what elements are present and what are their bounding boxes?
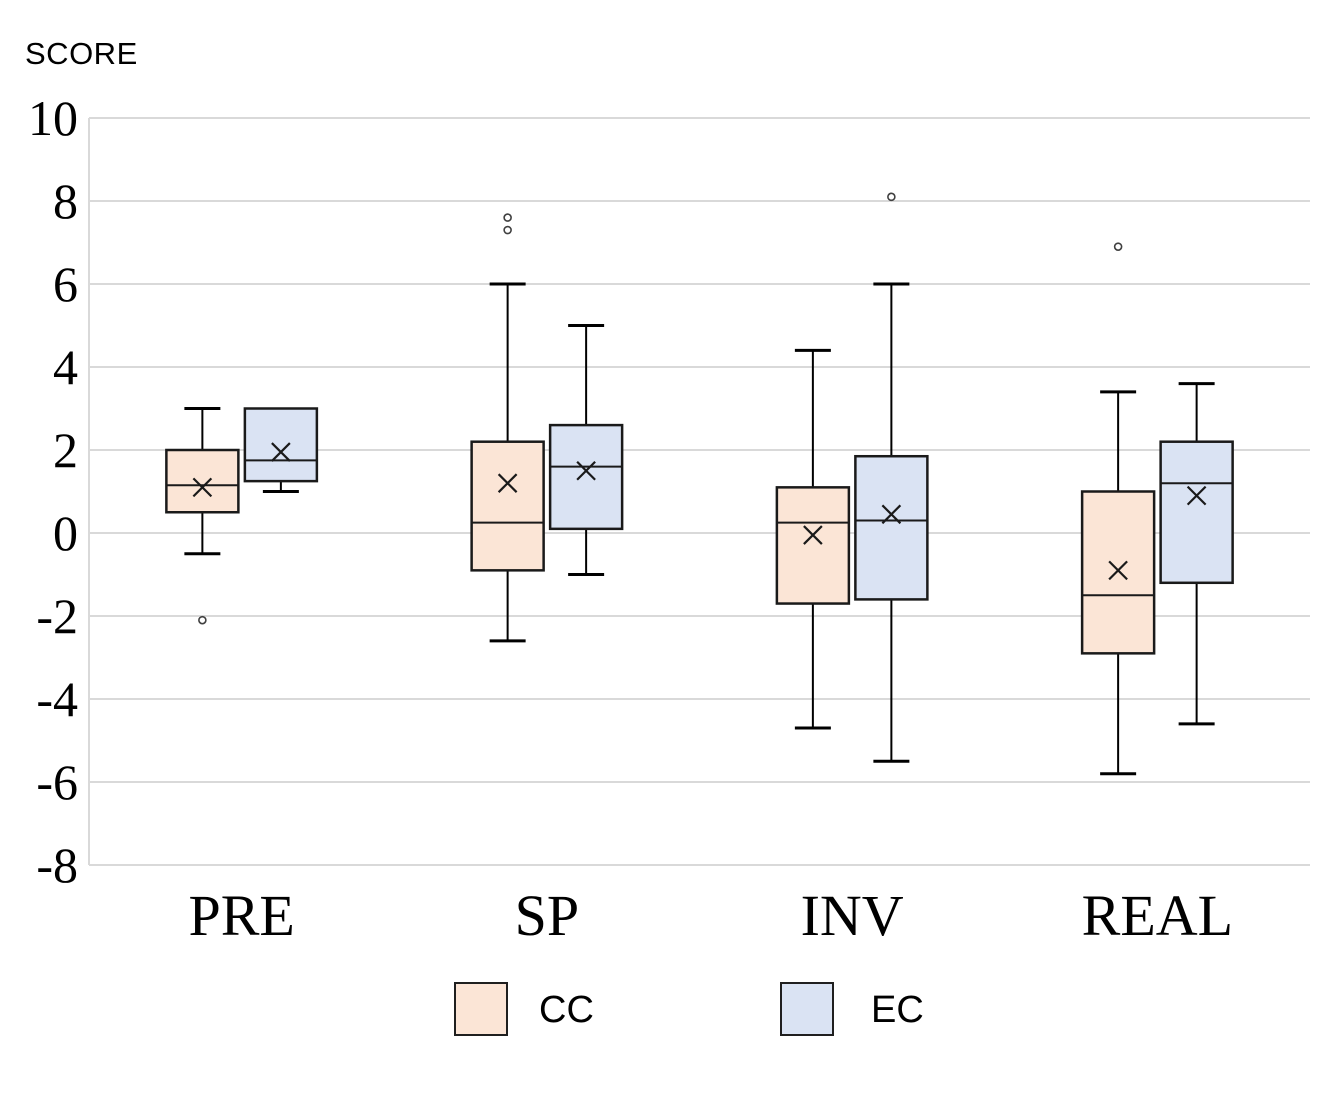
outlier-cc-pre [198,615,207,625]
outlier-ec-inv [887,192,896,202]
y-tick-label-6: 6 [53,256,78,312]
legend-swatch-cc [454,982,508,1036]
mean-marker-cc-pre [192,477,213,498]
y-tick-label-10: 10 [28,90,78,146]
mean-marker-ec-inv [881,504,902,525]
mean-marker-cc-sp [497,473,518,493]
y-tick-label-0: 0 [53,505,78,561]
mean-marker-ec-pre [271,442,291,462]
mean-marker-cc-real [1108,560,1128,581]
mean-marker-cc-inv [803,525,823,545]
box-ec-pre [243,407,319,483]
box-ec-real [1159,440,1234,585]
box-cc-inv [775,486,851,605]
y-tick-label-8: 8 [53,173,78,229]
x-axis-label-sp: SP [514,883,580,948]
y-tick-label--4: -4 [36,671,78,727]
box-cc-real [1080,490,1156,655]
outlier-cc-sp [503,225,512,235]
outlier-cc-sp [503,213,512,222]
legend-label-cc: CC [539,989,594,1031]
mean-marker-ec-sp [576,460,596,481]
box-cc-sp [470,440,545,572]
box-ec-sp [548,423,624,531]
legend-label-ec: EC [871,989,924,1031]
y-tick-label-4: 4 [53,339,78,395]
x-axis-label-real: REAL [1081,883,1234,948]
box-cc-pre [165,448,240,514]
chart-title: SCORE [25,36,138,71]
y-tick-label--8: -8 [36,837,78,893]
outlier-cc-real [1113,242,1123,251]
x-axis-label-inv: INV [800,883,904,948]
mean-marker-ec-real [1186,485,1207,506]
x-axis-label-pre: PRE [188,883,295,948]
box-ec-inv [854,454,929,601]
y-tick-label--2: -2 [36,588,78,644]
legend-swatch-ec [780,982,834,1036]
y-tick-label--6: -6 [36,754,78,810]
y-tick-label-2: 2 [53,422,78,478]
